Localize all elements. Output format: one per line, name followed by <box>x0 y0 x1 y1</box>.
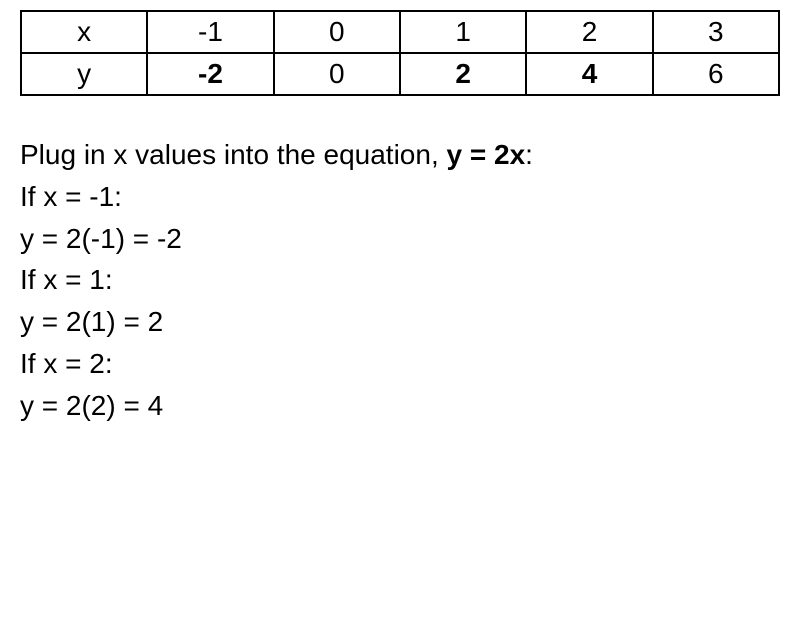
intro-suffix: : <box>525 139 533 170</box>
cell-y-0: -2 <box>147 53 273 95</box>
cell-x-4: 3 <box>653 11 779 53</box>
xy-table: x -1 0 1 2 3 y -2 0 2 4 6 <box>20 10 780 96</box>
step-calc: y = 2(-1) = -2 <box>20 220 780 258</box>
cell-y-4: 6 <box>653 53 779 95</box>
step-calc: y = 2(2) = 4 <box>20 387 780 425</box>
step-when: If x = 2: <box>20 345 780 383</box>
step-when: If x = -1: <box>20 178 780 216</box>
step-when: If x = 1: <box>20 261 780 299</box>
cell-x-3: 2 <box>526 11 652 53</box>
cell-y-2: 2 <box>400 53 526 95</box>
step-calc: y = 2(1) = 2 <box>20 303 780 341</box>
worksheet-page: x -1 0 1 2 3 y -2 0 2 4 6 Plug in x valu… <box>0 0 800 425</box>
row-label-y: y <box>21 53 147 95</box>
cell-x-2: 1 <box>400 11 526 53</box>
cell-y-3: 4 <box>526 53 652 95</box>
intro-line: Plug in x values into the equation, y = … <box>20 136 780 174</box>
intro-equation: y = 2x <box>447 139 526 170</box>
intro-prefix: Plug in x values into the equation, <box>20 139 447 170</box>
cell-x-1: 0 <box>274 11 400 53</box>
table-row: x -1 0 1 2 3 <box>21 11 779 53</box>
cell-y-1: 0 <box>274 53 400 95</box>
explanation-block: Plug in x values into the equation, y = … <box>20 136 780 425</box>
row-label-x: x <box>21 11 147 53</box>
table-row: y -2 0 2 4 6 <box>21 53 779 95</box>
cell-x-0: -1 <box>147 11 273 53</box>
